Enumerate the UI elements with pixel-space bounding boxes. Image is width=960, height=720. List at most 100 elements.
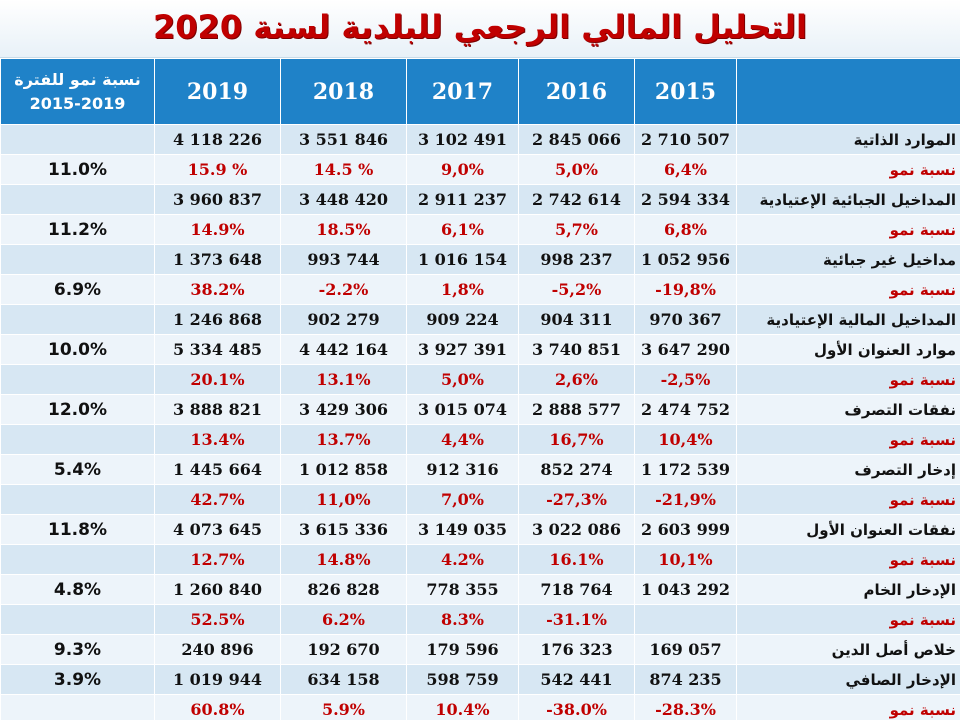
period-growth-cell xyxy=(0,364,155,395)
value-cell: 598 759 xyxy=(406,664,519,695)
year-header-2016: 2016 xyxy=(518,58,635,125)
row-label: موارد العنوان الأول xyxy=(736,334,960,365)
growth-rate-row: 6.9% 38.2% -2.2% 1,8% -5,2% -19,8% نسبة نمو xyxy=(0,274,960,305)
value-cell: 718 764 xyxy=(518,574,635,605)
growth-rate-cell: 9,0% xyxy=(406,154,519,185)
table-row: 1 373 648 993 744 1 016 154 998 237 1 052 95… xyxy=(0,244,960,275)
growth-rate-cell: -28.3% xyxy=(634,694,737,720)
table-row: 1 246 868 902 279 909 224 904 311 970 367 الم… xyxy=(0,304,960,335)
year-header-2019: 2019 xyxy=(154,58,281,125)
period-growth-cell: 6.9% xyxy=(0,274,155,305)
table-row: 3.9% 1 019 944 634 158 598 759 542 441 874 23… xyxy=(0,664,960,695)
value-cell: 1 260 840 xyxy=(154,574,281,605)
value-cell: 1 373 648 xyxy=(154,244,281,275)
period-growth-cell xyxy=(0,424,155,455)
growth-rate-cell: 13.1% xyxy=(280,364,407,395)
row-label: نفقات التصرف xyxy=(736,394,960,425)
value-cell: 2 474 752 xyxy=(634,394,737,425)
value-cell: 634 158 xyxy=(280,664,407,695)
growth-rate-cell: -27,3% xyxy=(518,484,635,515)
growth-rate-cell: 15.9 % xyxy=(154,154,281,185)
growth-rate-cell: 13.4% xyxy=(154,424,281,455)
growth-rate-cell: -2.2% xyxy=(280,274,407,305)
value-cell: 993 744 xyxy=(280,244,407,275)
period-growth-cell: 3.9% xyxy=(0,664,155,695)
value-cell: 5 334 485 xyxy=(154,334,281,365)
row-label: نسبة نمو xyxy=(736,214,960,245)
value-cell: 2 845 066 xyxy=(518,124,635,155)
value-cell: 3 551 846 xyxy=(280,124,407,155)
value-cell: 3 647 290 xyxy=(634,334,737,365)
page-title: التحليل المالي الرجعي للبلدية لسنة 2020 xyxy=(153,8,807,46)
growth-rate-cell: 11,0% xyxy=(280,484,407,515)
value-cell: 2 594 334 xyxy=(634,184,737,215)
value-cell: 542 441 xyxy=(518,664,635,695)
value-cell: 3 960 837 xyxy=(154,184,281,215)
growth-rate-cell: 13.7% xyxy=(280,424,407,455)
row-label: نسبة نمو xyxy=(736,694,960,720)
value-cell: 852 274 xyxy=(518,454,635,485)
period-growth-cell: 5.4% xyxy=(0,454,155,485)
growth-rate-cell: 20.1% xyxy=(154,364,281,395)
period-growth-cell xyxy=(0,484,155,515)
value-cell: 778 355 xyxy=(406,574,519,605)
period-growth-cell: 11.0% xyxy=(0,154,155,185)
row-label: نسبة نمو xyxy=(736,484,960,515)
value-cell: 1 052 956 xyxy=(634,244,737,275)
row-label: الإدخار الخام xyxy=(736,574,960,605)
growth-rate-cell: 4,4% xyxy=(406,424,519,455)
growth-rate-cell: 4.2% xyxy=(406,544,519,575)
row-label: نسبة نمو xyxy=(736,364,960,395)
growth-rate-cell: -31.1% xyxy=(518,604,635,635)
growth-rate-cell: 6.2% xyxy=(280,604,407,635)
row-label: نفقات العنوان الأول xyxy=(736,514,960,545)
row-label: الإدخار الصافي xyxy=(736,664,960,695)
growth-rate-cell: -19,8% xyxy=(634,274,737,305)
period-growth-cell xyxy=(0,604,155,635)
growth-rate-cell xyxy=(634,604,737,635)
value-cell: 904 311 xyxy=(518,304,635,335)
growth-rate-cell: 18.5% xyxy=(280,214,407,245)
growth-rate-row: 11.0% 15.9 % 14.5 % 9,0% 5,0% 6,4% نسبة نمو xyxy=(0,154,960,185)
year-header-2017: 2017 xyxy=(406,58,519,125)
table-row: 5.4% 1 445 664 1 012 858 912 316 852 274 1 17… xyxy=(0,454,960,485)
financial-table: نسبة نمو للفترة 2019-2015 2019 2018 2017… xyxy=(0,58,960,720)
value-cell: 176 323 xyxy=(518,634,635,665)
period-growth-cell: 11.8% xyxy=(0,514,155,545)
row-label: نسبة نمو xyxy=(736,604,960,635)
period-growth-cell xyxy=(0,694,155,720)
value-cell: 169 057 xyxy=(634,634,737,665)
growth-rate-row: 60.8% 5.9% 10.4% -38.0% -28.3% نسبة نمو xyxy=(0,694,960,720)
period-growth-cell xyxy=(0,304,155,335)
value-cell: 2 911 237 xyxy=(406,184,519,215)
value-cell: 3 615 336 xyxy=(280,514,407,545)
growth-rate-cell: 5.9% xyxy=(280,694,407,720)
period-growth-cell: 9.3% xyxy=(0,634,155,665)
growth-rate-cell: 60.8% xyxy=(154,694,281,720)
growth-rate-row: 13.4% 13.7% 4,4% 16,7% 10,4% نسبة نمو xyxy=(0,424,960,455)
period-growth-cell xyxy=(0,124,155,155)
value-cell: 240 896 xyxy=(154,634,281,665)
period-growth-cell xyxy=(0,244,155,275)
value-cell: 902 279 xyxy=(280,304,407,335)
value-cell: 2 888 577 xyxy=(518,394,635,425)
value-cell: 3 149 035 xyxy=(406,514,519,545)
growth-rate-cell: -38.0% xyxy=(518,694,635,720)
label-header xyxy=(736,58,960,125)
value-cell: 3 740 851 xyxy=(518,334,635,365)
growth-rate-cell: 8.3% xyxy=(406,604,519,635)
growth-rate-cell: 10,1% xyxy=(634,544,737,575)
period-growth-cell xyxy=(0,184,155,215)
growth-rate-row: 42.7% 11,0% 7,0% -27,3% -21,9% نسبة نمو xyxy=(0,484,960,515)
table-row: 11.8% 4 073 645 3 615 336 3 149 035 3 022 08… xyxy=(0,514,960,545)
value-cell: 3 102 491 xyxy=(406,124,519,155)
value-cell: 192 670 xyxy=(280,634,407,665)
growth-rate-cell: -21,9% xyxy=(634,484,737,515)
value-cell: 909 224 xyxy=(406,304,519,335)
growth-rate-cell: 16,7% xyxy=(518,424,635,455)
value-cell: 179 596 xyxy=(406,634,519,665)
growth-rate-row: 12.7% 14.8% 4.2% 16.1% 10,1% نسبة نمو xyxy=(0,544,960,575)
growth-rate-cell: 38.2% xyxy=(154,274,281,305)
growth-rate-row: 11.2% 14.9% 18.5% 6,1% 5,7% 6,8% نسبة نمو xyxy=(0,214,960,245)
row-label: الموارد الذاتية xyxy=(736,124,960,155)
